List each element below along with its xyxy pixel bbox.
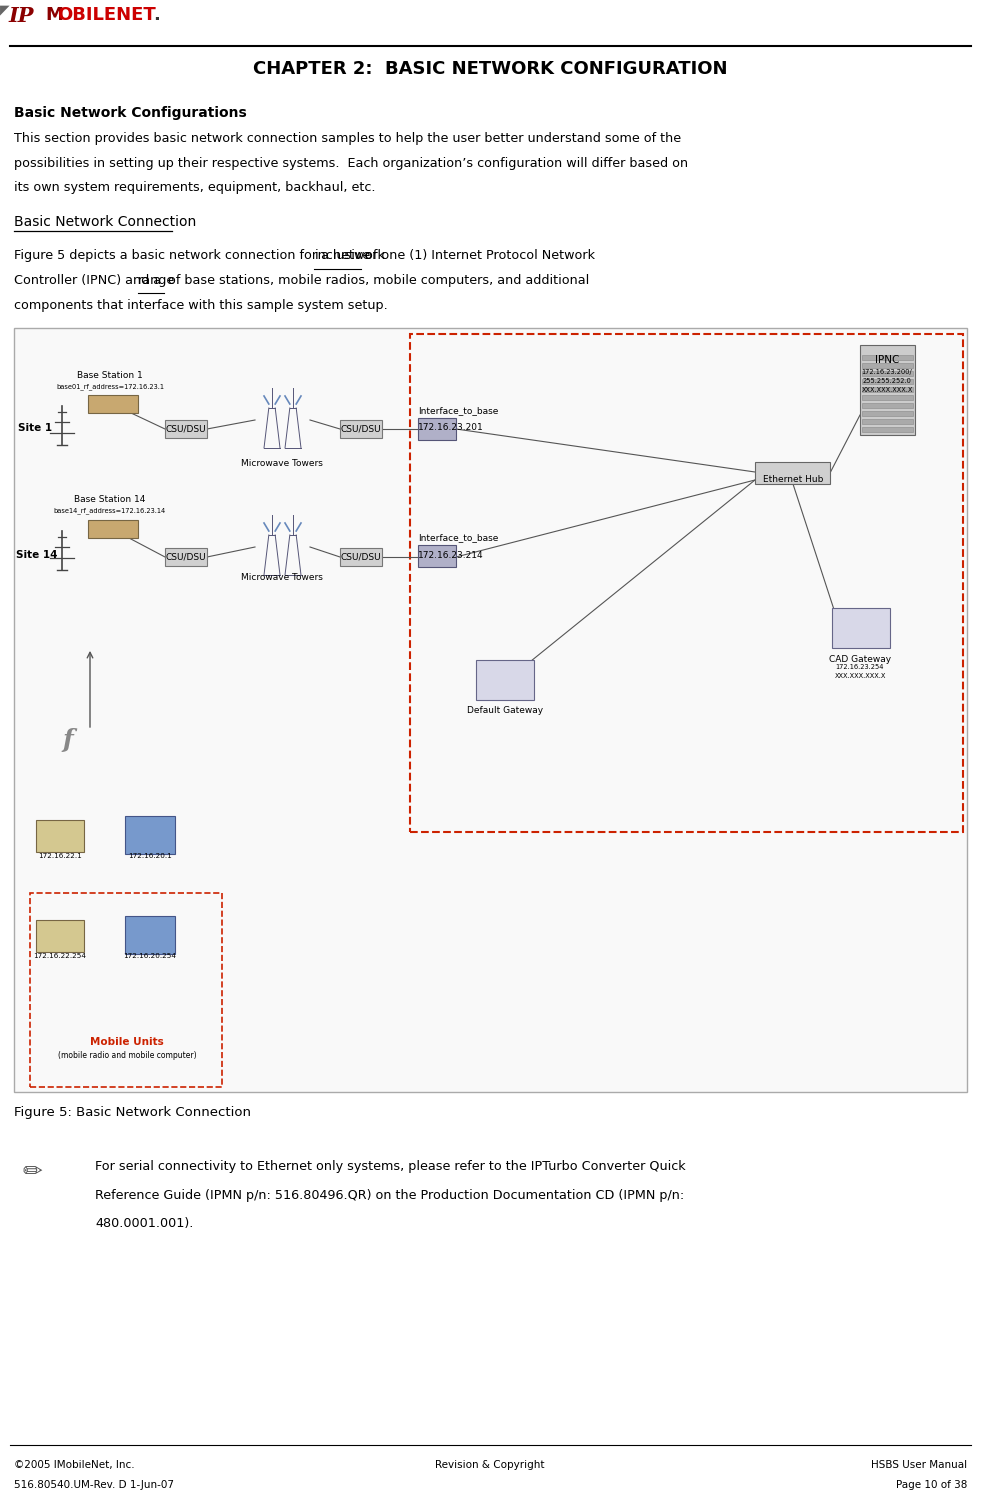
Text: Basic Network Configurations: Basic Network Configurations [14,106,247,120]
Text: CSU/DSU: CSU/DSU [340,424,382,433]
Bar [862,370,913,376]
Text: Interface_to_base: Interface_to_base [418,406,498,416]
Text: CHAPTER 2:  BASIC NETWORK CONFIGURATION: CHAPTER 2: BASIC NETWORK CONFIGURATION [253,60,727,78]
Text: M: M [45,6,63,24]
Text: 172.16.23.201: 172.16.23.201 [418,423,484,432]
Bar [418,419,456,440]
Text: components that interface with this sample system setup.: components that interface with this samp… [14,298,387,312]
Text: 480.0001.001).: 480.0001.001). [95,1216,193,1230]
Bar [340,420,382,438]
Bar [165,548,207,566]
Bar [862,419,913,424]
Text: ◤: ◤ [0,3,10,16]
Text: Interface_to_base: Interface_to_base [418,532,498,542]
Text: 172.16.22.1: 172.16.22.1 [38,853,81,859]
Text: range: range [138,273,176,286]
Text: 172.16.20.1: 172.16.20.1 [129,853,172,859]
Text: CAD Gateway: CAD Gateway [829,656,891,664]
Bar [410,334,963,833]
Bar [862,387,913,392]
Bar [36,821,84,852]
Bar [125,916,175,954]
Text: Ethernet Hub: Ethernet Hub [763,476,823,484]
Text: base14_rf_address=172.16.23.14: base14_rf_address=172.16.23.14 [54,507,166,515]
Text: base01_rf_address=172.16.23.1: base01_rf_address=172.16.23.1 [56,384,164,390]
Text: CSU/DSU: CSU/DSU [340,552,382,561]
Bar [88,520,138,538]
Text: Mobile Units: Mobile Units [90,1036,164,1047]
Bar [418,544,456,567]
Text: 172.16.20.254: 172.16.20.254 [124,952,177,958]
Text: .: . [153,6,160,24]
Text: Base Station 14: Base Station 14 [75,495,146,504]
Text: Page 10 of 38: Page 10 of 38 [896,1479,967,1490]
Bar [862,404,913,408]
Bar [476,660,534,700]
Bar [862,411,913,416]
Bar [862,363,913,368]
Bar [860,345,915,435]
Text: ©2005 IMobileNet, Inc.: ©2005 IMobileNet, Inc. [14,1460,134,1470]
Text: of one (1) Internet Protocol Network: of one (1) Internet Protocol Network [361,249,595,262]
Text: IP: IP [8,6,33,26]
Bar [14,328,967,1092]
Text: Figure 5: Basic Network Connection: Figure 5: Basic Network Connection [14,1106,251,1119]
Text: 172.16.23.254: 172.16.23.254 [836,664,884,670]
Text: possibilities in setting up their respective systems.  Each organization’s confi: possibilities in setting up their respec… [14,158,688,170]
Text: its own system requirements, equipment, backhaul, etc.: its own system requirements, equipment, … [14,182,376,195]
Text: HSBS User Manual: HSBS User Manual [871,1460,967,1470]
Bar [88,394,138,412]
Bar [832,608,890,648]
Text: Reference Guide (IPMN p/n: 516.80496.QR) on the Production Documentation CD (IPM: Reference Guide (IPMN p/n: 516.80496.QR)… [95,1188,685,1202]
Text: For serial connectivity to Ethernet only systems, please refer to the IPTurbo Co: For serial connectivity to Ethernet only… [95,1160,686,1173]
Text: f: f [63,728,74,752]
Bar [755,462,830,484]
Text: Default Gateway: Default Gateway [467,706,543,716]
Bar [125,816,175,854]
Text: Controller (IPNC) and a: Controller (IPNC) and a [14,273,165,286]
Text: Microwave Towers: Microwave Towers [241,573,323,582]
Text: Site 1: Site 1 [18,423,52,433]
Text: 172.16.23.214: 172.16.23.214 [418,550,484,560]
Text: CSU/DSU: CSU/DSU [166,424,206,433]
Bar [862,380,913,384]
Bar [30,892,222,1088]
Bar [862,356,913,360]
Text: OBILENET: OBILENET [57,6,156,24]
Text: 255.255.252.0: 255.255.252.0 [862,378,911,384]
Text: 172.16.23.200/: 172.16.23.200/ [861,369,912,375]
Text: Site 14: Site 14 [16,550,58,560]
Bar [862,427,913,432]
Bar [165,420,207,438]
Text: CSU/DSU: CSU/DSU [166,552,206,561]
Text: (mobile radio and mobile computer): (mobile radio and mobile computer) [58,1052,196,1060]
Text: IPNC: IPNC [875,356,900,364]
Text: XXX.XXX.XXX.X: XXX.XXX.XXX.X [834,674,886,680]
Bar [862,394,913,400]
Text: inclusive: inclusive [315,249,371,262]
Text: 516.80540.UM-Rev. D 1-Jun-07: 516.80540.UM-Rev. D 1-Jun-07 [14,1479,174,1490]
Text: ✏: ✏ [23,1160,42,1184]
Bar [340,548,382,566]
Text: Base Station 1: Base Station 1 [77,372,143,381]
Text: Figure 5 depicts a basic network connection for a network: Figure 5 depicts a basic network connect… [14,249,388,262]
Text: of base stations, mobile radios, mobile computers, and additional: of base stations, mobile radios, mobile … [164,273,590,286]
Bar [36,920,84,952]
Text: This section provides basic network connection samples to help the user better u: This section provides basic network conn… [14,132,681,146]
Text: Microwave Towers: Microwave Towers [241,459,323,468]
Text: 172.16.22.254: 172.16.22.254 [33,952,86,958]
Text: Revision & Copyright: Revision & Copyright [436,1460,544,1470]
Text: Basic Network Connection: Basic Network Connection [14,214,196,230]
Text: XXX.XXX.XXX.X: XXX.XXX.XXX.X [861,387,912,393]
